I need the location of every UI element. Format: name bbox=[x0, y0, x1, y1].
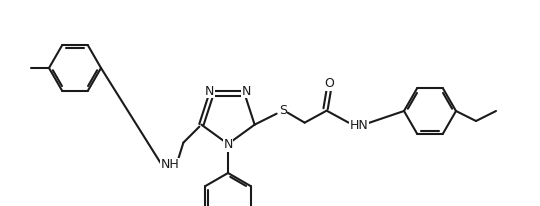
Text: N: N bbox=[242, 85, 251, 98]
Text: N: N bbox=[205, 85, 214, 98]
Text: O: O bbox=[325, 77, 335, 90]
Text: HN: HN bbox=[349, 119, 368, 132]
Text: NH: NH bbox=[161, 158, 180, 171]
Text: S: S bbox=[279, 104, 287, 117]
Text: N: N bbox=[224, 138, 233, 151]
